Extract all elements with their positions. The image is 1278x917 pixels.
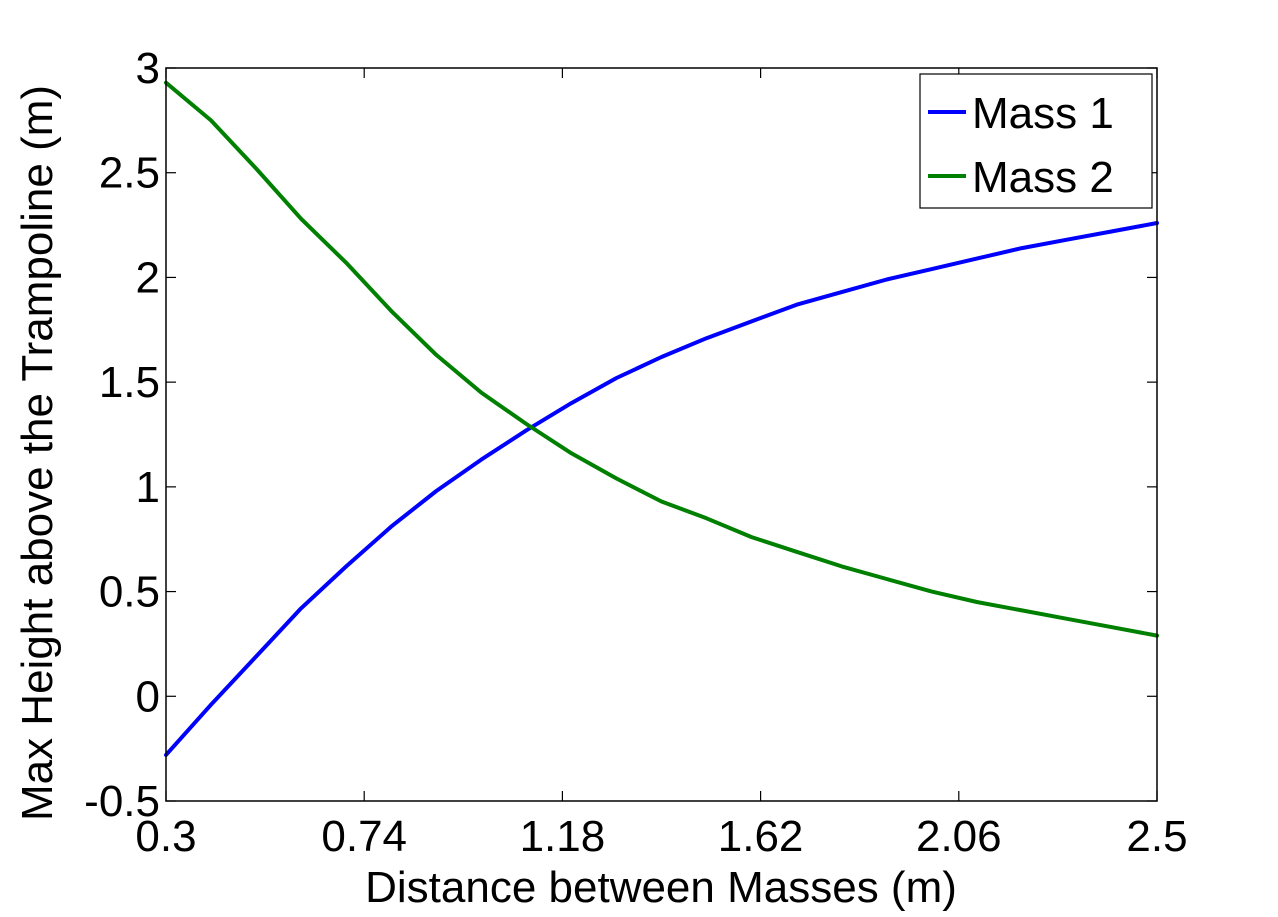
legend-box <box>919 73 1153 209</box>
y-tick-label: 1.5 <box>99 358 160 407</box>
x-tick-label: 1.62 <box>718 812 804 861</box>
y-tick-label: -0.5 <box>84 777 160 826</box>
y-tick-label: 0 <box>136 672 160 721</box>
x-tick-label: 2.5 <box>1126 812 1187 861</box>
y-tick-label: 2.5 <box>99 149 160 198</box>
y-tick-label: 1 <box>136 463 160 512</box>
x-tick-label: 0.3 <box>135 812 196 861</box>
series-line-1 <box>164 221 1159 757</box>
series-layer <box>164 80 1159 757</box>
y-tick-label: 0.5 <box>99 568 160 617</box>
y-tick-label: 2 <box>136 253 160 302</box>
plot-frame <box>165 67 1158 802</box>
tick-labels: 0.3 0.74 1.18 1.62 2.06 2.5 -0.5 0 0.5 1 1.5 2 2.5 3 <box>84 44 1187 861</box>
legend: Mass 1 Mass 2 <box>919 73 1153 209</box>
series-line-2 <box>164 80 1159 638</box>
legend-label-2: Mass 2 <box>972 153 1114 202</box>
y-tick-label: 3 <box>136 44 160 93</box>
legend-label-1: Mass 1 <box>972 89 1114 138</box>
x-tick-label: 1.18 <box>520 812 606 861</box>
x-tick-label: 0.74 <box>321 812 407 861</box>
x-axis-label: Distance between Masses (m) <box>365 863 957 912</box>
x-tick-label: 2.06 <box>916 812 1002 861</box>
y-axis-label: Max Height above the Trampoline (m) <box>13 85 62 821</box>
